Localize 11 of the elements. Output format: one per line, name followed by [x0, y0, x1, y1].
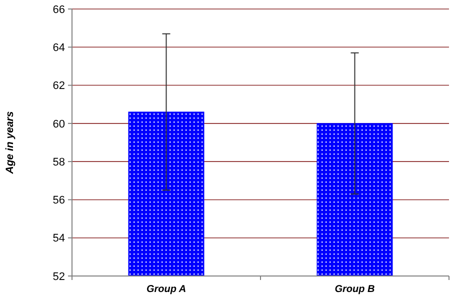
y-tick-label: 66	[52, 4, 65, 16]
y-tick-label: 54	[52, 232, 65, 245]
y-tick-label: 60	[52, 118, 65, 130]
y-tick-label: 52	[52, 270, 65, 283]
x-tick-label: Group A	[146, 284, 186, 295]
y-tick-label: 56	[52, 194, 65, 207]
y-tick-label: 62	[52, 80, 65, 92]
y-tick-label: 64	[52, 42, 65, 54]
y-axis-title: Age in years	[4, 111, 16, 175]
x-tick-label: Group B	[334, 284, 375, 295]
y-tick-label: 58	[52, 156, 65, 168]
